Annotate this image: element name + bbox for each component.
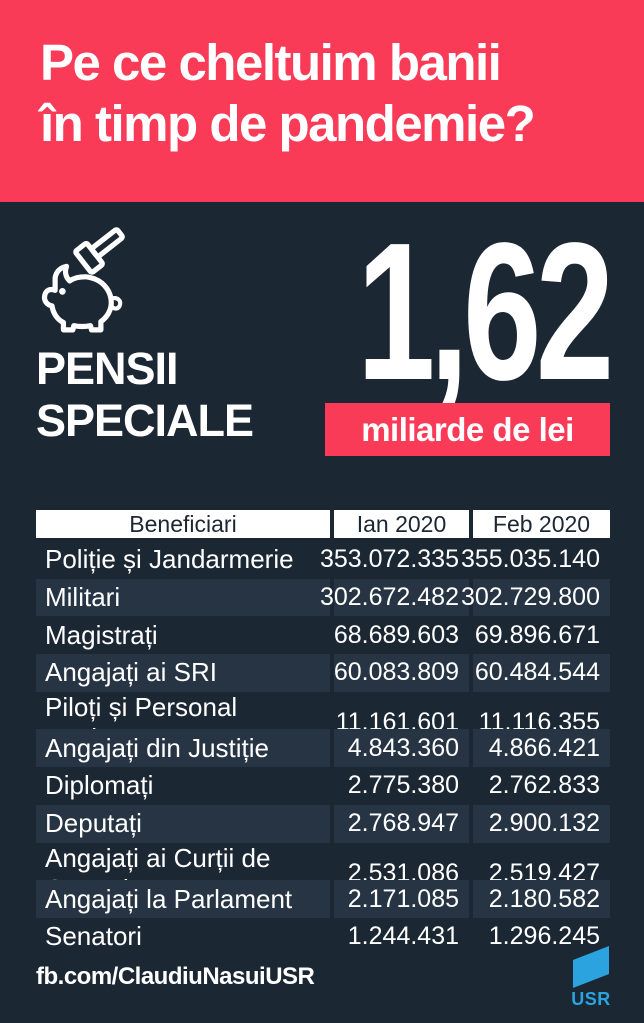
table-row: Poliție și Jandarmerie 353.072.335 355.0… xyxy=(36,541,610,579)
category-line2: SPECIALE xyxy=(36,395,254,446)
table-row: Deputați 2.768.947 2.900.132 xyxy=(36,804,610,843)
amount-value: 1,62 xyxy=(356,202,613,421)
table-row: Militari 302.672.482 302.729.800 xyxy=(36,578,610,617)
value-feb-2020: 355.035.140 xyxy=(460,545,600,574)
facebook-link: fb.com/ClaudiuNasuiUSR xyxy=(36,963,315,990)
table-row: Angajați ai SRI 60.083.809 60.484.544 xyxy=(36,654,610,692)
value-ian-2020: 60.083.809 xyxy=(334,654,469,692)
beneficiary-name: Diplomați xyxy=(45,770,154,801)
amount-unit-badge: miliarde de lei xyxy=(325,403,610,456)
usr-flag-icon xyxy=(573,946,609,988)
table-body: Poliție și Jandarmerie 353.072.335 355.0… xyxy=(36,541,610,956)
column-header-ian-2020: Ian 2020 xyxy=(334,510,469,538)
beneficiary-name: Poliție și Jandarmerie xyxy=(45,544,294,575)
value-ian-2020: 2.775.380 xyxy=(347,771,459,800)
beneficiary-name: Deputați xyxy=(36,804,330,843)
page-title-line1: Pe ce cheltuim banii xyxy=(40,34,502,91)
table-row: Diplomați 2.775.380 2.762.833 xyxy=(36,767,610,805)
table-row: Senatori 1.244.431 1.296.245 xyxy=(36,918,610,956)
table-row: Piloți și Personal Navigant 11.161.601 1… xyxy=(36,692,610,753)
column-header-feb-2020: Feb 2020 xyxy=(473,510,610,538)
usr-wordmark: USR xyxy=(571,989,611,1009)
value-feb-2020: 4.866.421 xyxy=(473,729,610,768)
table-row: Angajați la Parlament 2.171.085 2.180.58… xyxy=(36,880,610,918)
value-ian-2020: 2.768.947 xyxy=(334,804,469,843)
page-title: Pe ce cheltuim banii în timp de pandemie… xyxy=(0,0,644,154)
value-feb-2020: 302.729.800 xyxy=(461,578,610,617)
column-header-beneficiari: Beneficiari xyxy=(36,510,330,538)
value-feb-2020: 60.484.544 xyxy=(473,654,610,692)
table-row: Angajați din Justiție 4.843.360 4.866.42… xyxy=(36,729,610,768)
value-ian-2020: 1.244.431 xyxy=(347,922,459,951)
table-row: Magistrați 68.689.603 69.896.671 xyxy=(36,616,610,654)
hero-section: PENSII SPECIALE 1,62 miliarde de lei xyxy=(0,202,644,510)
beneficiary-name: Senatori xyxy=(45,921,142,952)
value-feb-2020: 2.180.582 xyxy=(473,880,610,918)
beneficiaries-table: Beneficiari Ian 2020 Feb 2020 Poliție și… xyxy=(36,510,610,956)
page-title-line2: în timp de pandemie? xyxy=(40,95,536,152)
value-feb-2020: 1.296.245 xyxy=(488,922,600,951)
beneficiary-name: Angajați la Parlament xyxy=(36,880,330,918)
title-banner: Pe ce cheltuim banii în timp de pandemie… xyxy=(0,0,644,202)
table-header-row: Beneficiari Ian 2020 Feb 2020 xyxy=(36,510,610,538)
piggy-bank-hammer-icon xyxy=(26,224,130,340)
usr-logo: USR xyxy=(571,946,611,1010)
value-ian-2020: 4.843.360 xyxy=(334,729,469,768)
value-ian-2020: 353.072.335 xyxy=(319,545,459,574)
category-line1: PENSII xyxy=(36,343,179,394)
value-ian-2020: 68.689.603 xyxy=(333,620,459,649)
category-label: PENSII SPECIALE xyxy=(36,343,254,447)
beneficiary-name: Magistrați xyxy=(45,619,158,650)
table-row: Angajați ai Curții de Conturi 2.531.086 … xyxy=(36,843,610,904)
value-ian-2020: 2.171.085 xyxy=(334,880,469,918)
beneficiary-name: Militari xyxy=(36,578,330,617)
value-feb-2020: 2.900.132 xyxy=(473,804,610,843)
beneficiary-name: Angajați ai SRI xyxy=(36,654,330,692)
value-feb-2020: 69.896.671 xyxy=(474,620,600,649)
value-feb-2020: 2.762.833 xyxy=(488,771,600,800)
beneficiary-name: Angajați din Justiție xyxy=(36,729,330,768)
amount-unit-label: miliarde de lei xyxy=(361,410,574,448)
value-ian-2020: 302.672.482 xyxy=(320,578,469,617)
